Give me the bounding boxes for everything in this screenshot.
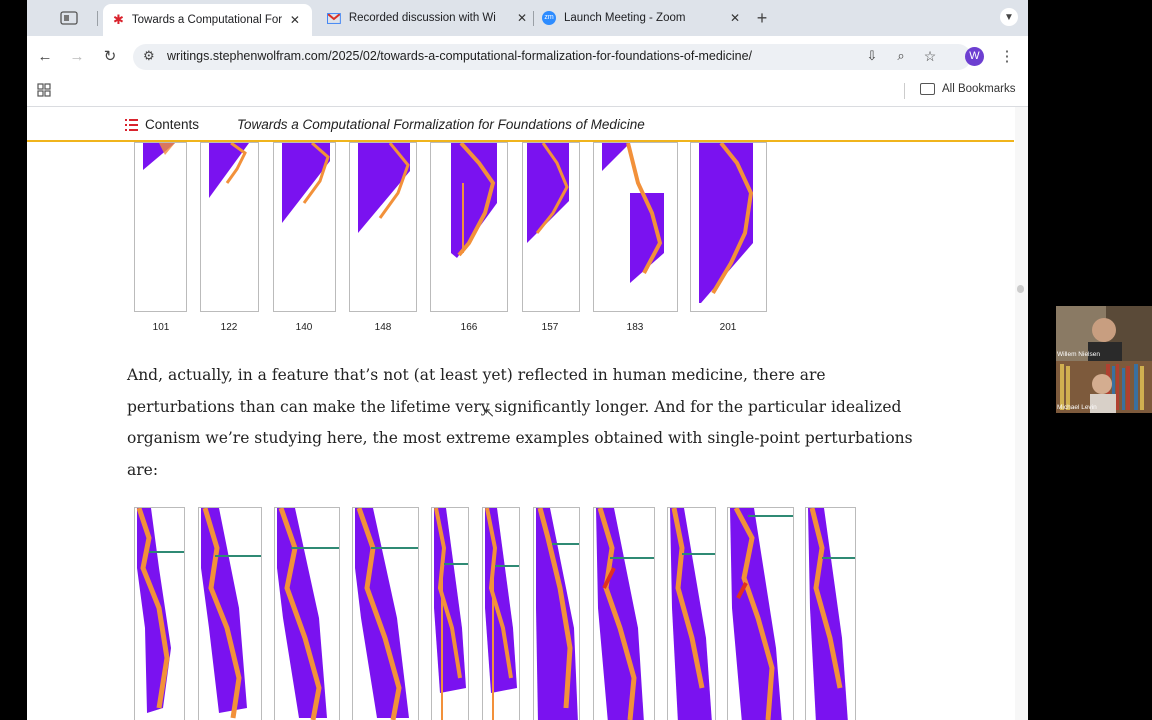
tab-title: Recorded discussion with Wi — [348, 12, 496, 24]
contents-button[interactable]: Contents — [145, 117, 200, 132]
ca-label: 157 — [541, 322, 559, 333]
tab-search-icon[interactable] — [59, 8, 79, 28]
ca-label: 140 — [295, 322, 313, 333]
tab-separator — [97, 11, 98, 26]
all-bookmarks-button[interactable]: All Bookmarks — [920, 83, 1016, 95]
mouse-cursor-icon: ↖ — [484, 405, 495, 420]
all-bookmarks-label: All Bookmarks — [942, 83, 1016, 95]
zoom-icon: zm — [542, 11, 556, 25]
article-paragraph: And, actually, in a feature that’s not (… — [127, 366, 913, 479]
ca-label: 101 — [152, 322, 170, 333]
scrollbar-thumb[interactable] — [1017, 285, 1024, 293]
ca-perturbed — [274, 507, 340, 720]
tab-separator — [533, 11, 534, 26]
forward-icon[interactable]: → — [69, 47, 85, 65]
participant-name: Michael Levin — [1057, 404, 1097, 411]
apps-grid-icon[interactable] — [37, 83, 51, 102]
folder-icon — [920, 83, 935, 95]
article-header-bar: Contents Towards a Computational Formali… — [27, 107, 1014, 142]
wolfram-spikey-icon: ✱ — [113, 12, 124, 27]
bookmarks-divider — [904, 83, 905, 99]
article-title: Towards a Computational Formalization fo… — [237, 117, 645, 132]
tab-gmail[interactable]: Recorded discussion with Wi ✕ — [327, 5, 527, 31]
tab-zoom[interactable]: zm Launch Meeting - Zoom ✕ — [542, 5, 742, 31]
profile-avatar[interactable]: W — [965, 47, 984, 66]
ca-perturbed — [482, 507, 520, 720]
ca-perturbed — [352, 507, 419, 720]
close-tab-icon[interactable]: ✕ — [516, 11, 527, 25]
browser-window: ✱ Towards a Computational Formalization … — [27, 0, 1028, 720]
tab-title: Towards a Computational Formalization — [131, 14, 282, 26]
url-text[interactable]: writings.stephenwolfram.com/2025/02/towa… — [167, 49, 752, 63]
page-scrollbar[interactable] — [1015, 107, 1028, 720]
ca-lifetime-122 — [200, 142, 259, 312]
ca-perturbed — [805, 507, 856, 720]
ca-perturbed — [727, 507, 794, 720]
tab-wolfram-article[interactable]: ✱ Towards a Computational Formalization … — [103, 4, 312, 36]
bookmark-star-icon[interactable]: ☆ — [923, 47, 937, 64]
ca-perturbed — [431, 507, 469, 720]
ca-perturbed — [198, 507, 262, 720]
ca-perturbed — [533, 507, 580, 720]
zoom-magnifier-icon[interactable]: ⌕ — [897, 48, 905, 63]
ca-label: 183 — [626, 322, 644, 333]
gmail-icon — [327, 12, 341, 24]
close-tab-icon[interactable]: ✕ — [289, 13, 300, 27]
ca-lifetime-101 — [134, 142, 187, 312]
back-icon[interactable]: ← — [37, 47, 53, 65]
ca-perturbed — [134, 507, 185, 720]
tab-title: Launch Meeting - Zoom — [564, 12, 686, 24]
video-feed — [1056, 306, 1152, 413]
ca-lifetime-157 — [522, 142, 580, 312]
ca-lifetime-148 — [349, 142, 417, 312]
menu-kebab-icon[interactable]: ⋮ — [999, 48, 1015, 65]
bookmarks-bar: All Bookmarks — [27, 76, 1028, 107]
ca-lifetime-140 — [273, 142, 336, 312]
tab-list-chevron-icon[interactable]: ▼ — [1000, 8, 1018, 26]
participant-name: Willem Nielsen — [1057, 351, 1100, 358]
ca-perturbed — [593, 507, 655, 720]
tab-strip: ✱ Towards a Computational Formalization … — [27, 0, 1028, 36]
ca-lifetime-201 — [690, 142, 767, 312]
ca-label: 122 — [220, 322, 238, 333]
address-bar[interactable]: ⚙ — [133, 44, 971, 70]
web-page: Contents Towards a Computational Formali… — [27, 107, 1014, 720]
contents-list-icon[interactable] — [125, 118, 138, 136]
new-tab-icon[interactable]: + — [756, 7, 768, 28]
ca-lifetime-183 — [593, 142, 678, 312]
ca-label: 166 — [460, 322, 478, 333]
ca-lifetime-166 — [430, 142, 508, 312]
ca-label: 148 — [374, 322, 392, 333]
ca-perturbed — [667, 507, 716, 720]
site-info-icon[interactable]: ⚙ — [143, 48, 155, 63]
video-call-overlay: Willem Nielsen Michael Levin — [1056, 306, 1152, 413]
close-tab-icon[interactable]: ✕ — [730, 11, 741, 25]
install-app-icon[interactable]: ⇩ — [866, 48, 878, 63]
reload-icon[interactable]: ↻ — [103, 48, 117, 65]
ca-label: 201 — [719, 322, 737, 333]
